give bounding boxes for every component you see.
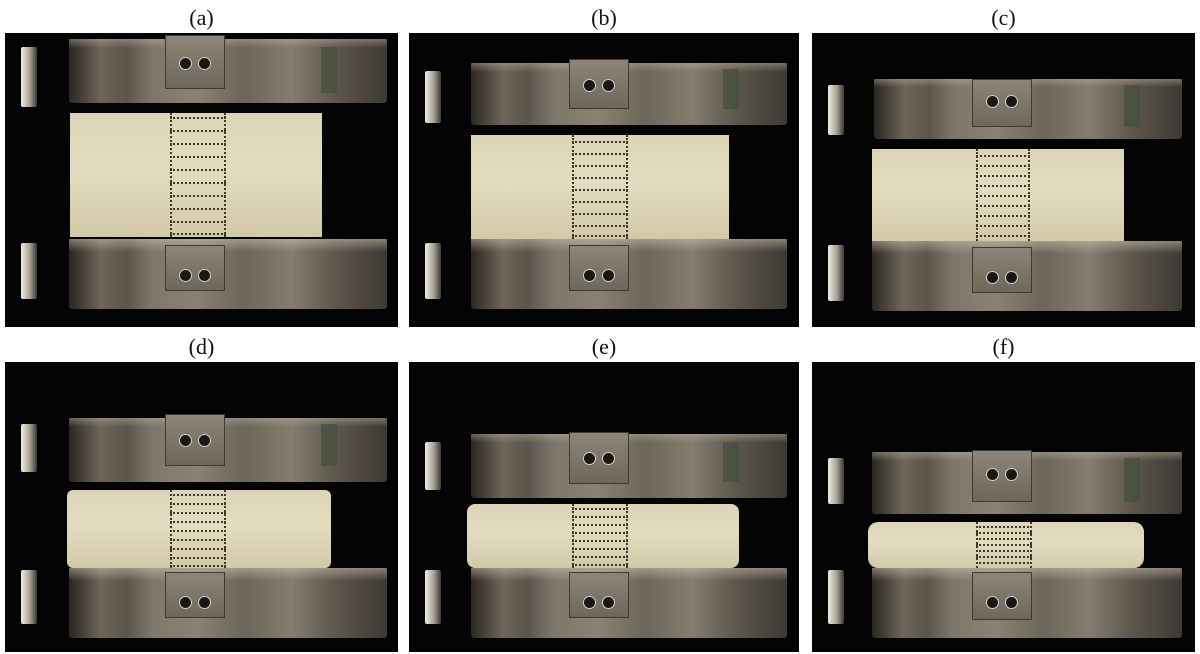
compression-photo: [409, 33, 799, 327]
foam-specimen: [471, 135, 729, 239]
platen-bracket: [165, 245, 225, 291]
top-platen: [69, 418, 387, 482]
platen-label: [1124, 458, 1140, 502]
platen-bracket: [569, 572, 629, 618]
platen-bracket: [972, 572, 1032, 620]
bolt-hole: [1005, 596, 1018, 609]
bolt-hole: [583, 79, 596, 92]
panel-caption: (c): [991, 5, 1016, 30]
bolt-hole: [179, 269, 192, 282]
bolt-hole: [198, 269, 211, 282]
panel-caption: (d): [188, 334, 215, 359]
panel-caption: (a): [189, 5, 214, 30]
bolt-hole: [179, 434, 192, 447]
bolt-hole: [179, 57, 192, 70]
top-platen: [69, 39, 387, 103]
bolt-hole: [198, 596, 211, 609]
platen-bracket: [972, 450, 1032, 502]
plate-edge-highlight: [21, 243, 37, 299]
compression-photo: [812, 362, 1195, 652]
platen-bracket: [972, 247, 1032, 293]
dotted-grid-region: [976, 522, 1032, 568]
panel-a: (a): [5, 5, 398, 327]
compression-photo: [409, 362, 799, 652]
panel-f: (f): [812, 334, 1195, 652]
top-platen: [471, 63, 787, 125]
platen-bracket: [569, 245, 629, 291]
plate-edge-highlight: [828, 570, 844, 624]
bolt-hole: [1005, 95, 1018, 108]
bolt-hole: [602, 79, 615, 92]
plate-edge-highlight: [828, 245, 844, 301]
bottom-platen: [471, 239, 787, 309]
platen-bracket: [165, 35, 225, 89]
plate-edge-highlight: [828, 85, 844, 135]
plate-edge-highlight: [21, 47, 37, 107]
bolt-hole: [583, 269, 596, 282]
foam-specimen: [70, 113, 322, 237]
bolt-hole: [602, 596, 615, 609]
bolt-hole: [583, 596, 596, 609]
platen-bracket: [569, 432, 629, 484]
bolt-hole: [986, 468, 999, 481]
compression-photo: [5, 362, 398, 652]
panel-e: (e): [409, 334, 799, 652]
panel-caption: (f): [992, 334, 1015, 359]
panel-c: (c): [812, 5, 1195, 327]
panel-caption: (e): [591, 334, 617, 359]
plate-edge-highlight: [425, 71, 441, 123]
bolt-hole: [602, 452, 615, 465]
plate-edge-highlight: [425, 570, 441, 624]
bolt-hole: [179, 596, 192, 609]
bolt-hole: [986, 271, 999, 284]
platen-bracket: [165, 414, 225, 466]
panel-d: (d): [5, 334, 398, 652]
plate-edge-highlight: [21, 424, 37, 472]
bolt-hole: [986, 95, 999, 108]
dotted-grid-region: [170, 490, 226, 568]
bottom-platen: [471, 568, 787, 638]
dotted-grid-region: [572, 135, 628, 239]
bolt-hole: [602, 269, 615, 282]
dotted-grid-region: [170, 113, 226, 237]
platen-label: [321, 47, 337, 93]
platen-label: [321, 424, 337, 466]
dotted-grid-region: [572, 504, 628, 568]
compression-photo: [812, 33, 1195, 327]
platen-label: [723, 69, 739, 109]
platen-bracket: [972, 79, 1032, 127]
plate-edge-highlight: [21, 570, 37, 624]
platen-bracket: [165, 572, 225, 618]
panel-b: (b): [409, 5, 799, 327]
compression-photo: [5, 33, 398, 327]
dotted-grid-region: [976, 149, 1030, 241]
bolt-hole: [1005, 468, 1018, 481]
platen-label: [1124, 85, 1140, 127]
bolt-hole: [198, 57, 211, 70]
bottom-platen: [69, 239, 387, 309]
bolt-hole: [986, 596, 999, 609]
bolt-hole: [198, 434, 211, 447]
plate-edge-highlight: [828, 458, 844, 504]
bolt-hole: [583, 452, 596, 465]
plate-edge-highlight: [425, 243, 441, 299]
platen-bracket: [569, 59, 629, 109]
top-platen: [471, 434, 787, 498]
platen-label: [723, 442, 739, 482]
bolt-hole: [1005, 271, 1018, 284]
plate-edge-highlight: [425, 442, 441, 490]
panel-caption: (b): [591, 5, 617, 30]
bottom-platen: [69, 568, 387, 638]
